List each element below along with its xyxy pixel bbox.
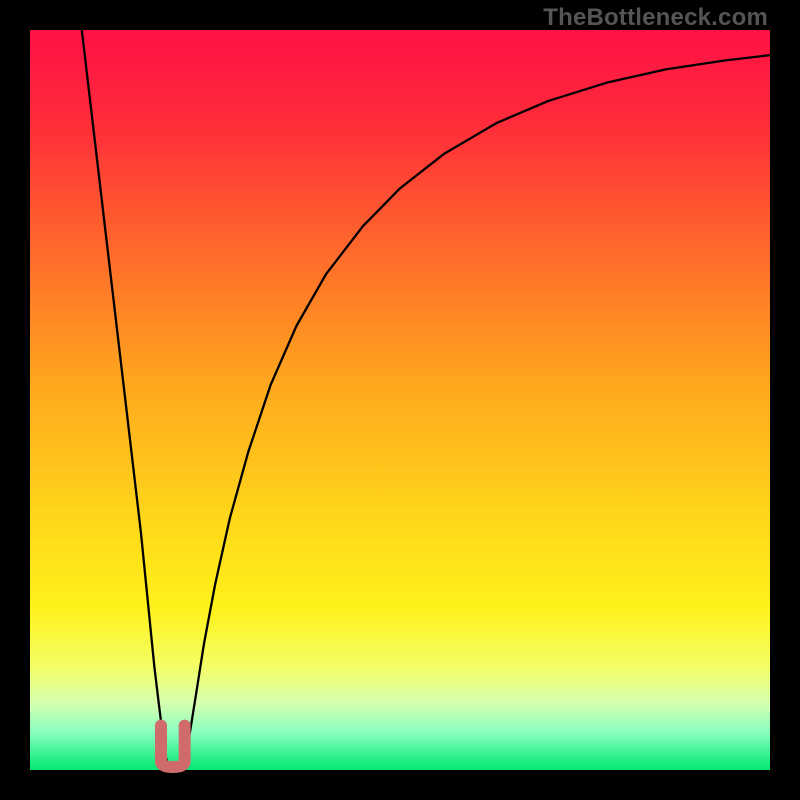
chart-container: TheBottleneck.com	[0, 0, 800, 800]
watermark-text: TheBottleneck.com	[543, 4, 768, 32]
curve-layer	[30, 30, 770, 770]
bottleneck-v-curve	[82, 30, 770, 769]
plot-area	[30, 30, 770, 770]
trough-marker	[161, 726, 185, 767]
